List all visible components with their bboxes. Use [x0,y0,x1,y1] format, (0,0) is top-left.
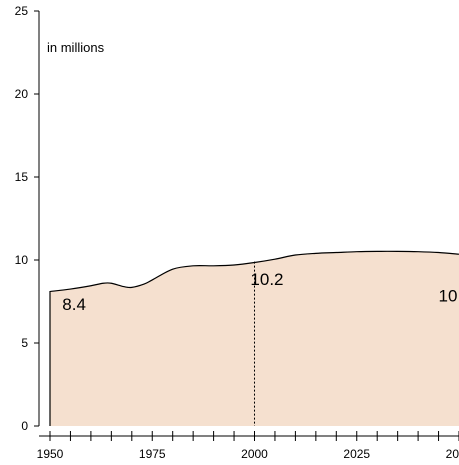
y-tick-label: 10 [15,253,29,267]
x-axis-ticks: 1950 1975 2000 2025 2050 [37,431,459,461]
x-tick-label: 1975 [139,447,166,461]
y-tick-label: 5 [21,336,28,350]
area-top-line [49,250,459,426]
x-tick-label: 2025 [343,447,370,461]
data-label: 8.4 [62,295,86,314]
y-tick-label: 25 [15,4,29,18]
data-label: 10.2 [250,270,283,289]
x-tick-label: 2000 [241,447,268,461]
y-tick-label: 15 [15,170,29,184]
x-tick-label: 2050 [446,447,459,461]
unit-label: in millions [47,40,105,55]
data-label: 10.7 [439,287,459,306]
y-axis-ticks: 0 5 10 15 20 25 [15,4,39,433]
y-tick-label: 0 [21,419,28,433]
y-tick-label: 20 [15,87,29,101]
x-tick-label: 1950 [37,447,64,461]
data-labels: 8.4 10.2 10.7 [62,270,459,314]
